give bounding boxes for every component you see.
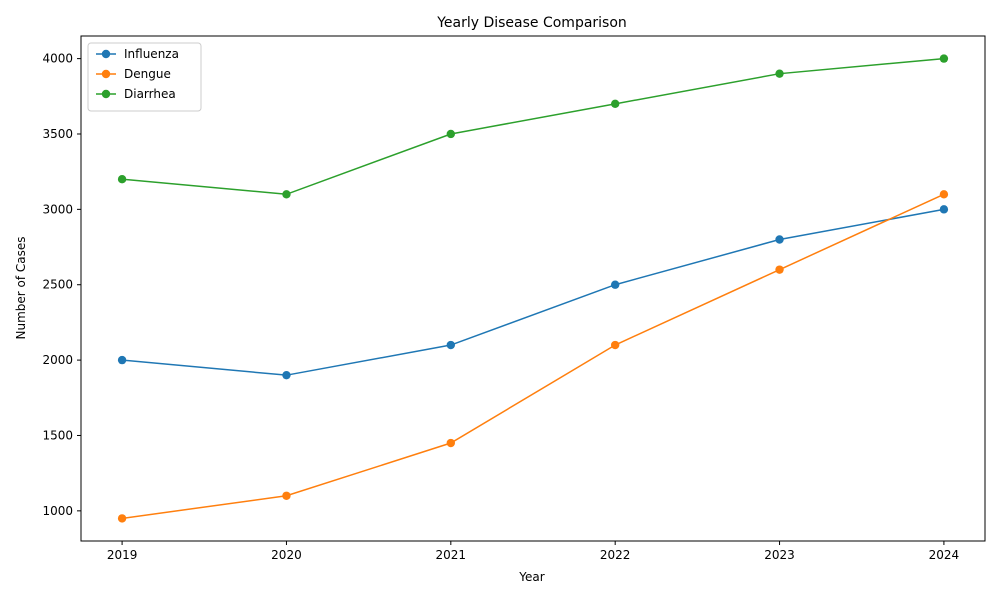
legend-box (87, 42, 202, 112)
legend-item: Influenza (96, 47, 179, 61)
x-axis: 2019 2020 2021 2022 2023 2024 (107, 541, 959, 562)
series-line (121, 193, 945, 520)
data-point (775, 235, 784, 244)
legend-label: Influenza (124, 47, 179, 61)
y-axis: 1000 1500 2000 2500 3000 3500 4000 (42, 52, 81, 518)
x-tick-label: 2024 (929, 548, 960, 562)
data-point (939, 190, 949, 199)
data-point (117, 175, 127, 184)
x-axis-label: Year (518, 570, 544, 584)
legend-swatch-marker (101, 49, 111, 59)
legend: Influenza Dengue Diarrhea (87, 42, 202, 112)
y-tick-label: 2000 (42, 353, 73, 367)
y-tick-label: 3000 (42, 202, 73, 216)
data-point (282, 370, 291, 380)
y-tick-label: 2500 (42, 278, 73, 292)
series-influenza (117, 205, 949, 380)
data-point (610, 340, 620, 350)
x-tick-label: 2020 (271, 548, 302, 562)
data-point (446, 438, 456, 448)
series-dengue (117, 190, 949, 523)
series-diarrhea (117, 54, 949, 199)
legend-swatch-marker (101, 69, 111, 79)
y-tick-label: 1000 (42, 504, 73, 518)
series-layer (117, 54, 949, 523)
data-point (775, 69, 784, 78)
data-point (610, 280, 620, 289)
data-point (446, 340, 456, 350)
data-point (282, 491, 291, 500)
data-point (939, 54, 949, 63)
x-tick-label: 2019 (107, 548, 138, 562)
data-point (117, 514, 127, 523)
y-tick-label: 3500 (42, 127, 73, 141)
data-point (446, 129, 456, 139)
x-tick-label: 2023 (764, 548, 795, 562)
data-point (775, 265, 784, 274)
data-point (282, 190, 291, 199)
series-line (122, 208, 945, 376)
legend-item: Diarrhea (96, 87, 176, 101)
y-tick-label: 4000 (42, 52, 73, 66)
legend-swatch-marker (101, 89, 111, 99)
x-tick-label: 2021 (436, 548, 467, 562)
legend-item: Dengue (96, 67, 171, 81)
legend-label: Diarrhea (124, 87, 176, 101)
chart-title: Yearly Disease Comparison (436, 15, 627, 31)
y-axis-label: Number of Cases (14, 236, 28, 339)
data-point (939, 205, 949, 214)
plot-area-frame (80, 35, 986, 542)
legend-label: Dengue (124, 67, 171, 81)
x-tick-label: 2022 (600, 548, 631, 562)
data-point (117, 355, 127, 365)
series-line (122, 57, 944, 196)
y-tick-label: 1500 (42, 428, 73, 442)
data-point (610, 99, 620, 109)
